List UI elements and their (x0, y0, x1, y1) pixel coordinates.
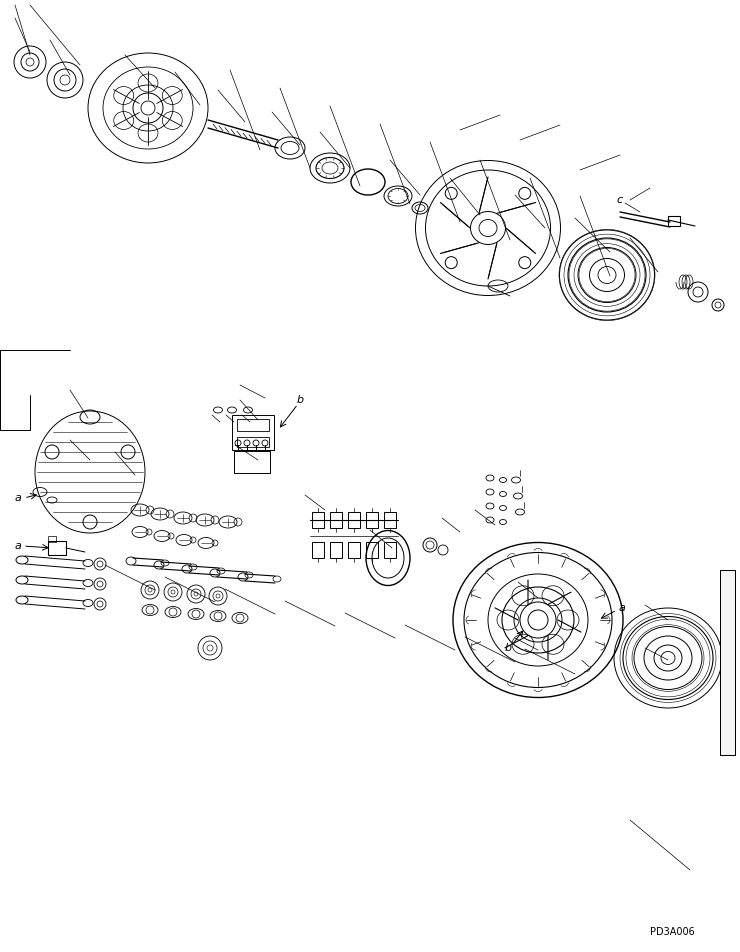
Text: b: b (297, 395, 303, 405)
Text: a: a (619, 603, 625, 613)
Text: PD3A006: PD3A006 (650, 927, 695, 937)
Text: a: a (15, 493, 21, 503)
Bar (348, 542, 360, 558)
Bar (366, 512, 378, 528)
Bar (312, 512, 324, 528)
Bar (237, 437, 269, 447)
Bar (330, 542, 342, 558)
Bar (720, 570, 735, 755)
Text: b: b (505, 643, 511, 653)
Bar (48, 541, 66, 555)
Bar (384, 542, 396, 558)
Bar (668, 216, 680, 226)
Bar (366, 542, 378, 558)
Bar (232, 415, 274, 450)
Bar (234, 451, 270, 473)
Bar (312, 542, 324, 558)
Bar (348, 512, 360, 528)
Text: a: a (15, 541, 21, 551)
Text: c: c (617, 195, 623, 205)
Bar (384, 512, 396, 528)
Bar (237, 419, 269, 431)
Bar (48, 536, 56, 542)
Bar (330, 512, 342, 528)
